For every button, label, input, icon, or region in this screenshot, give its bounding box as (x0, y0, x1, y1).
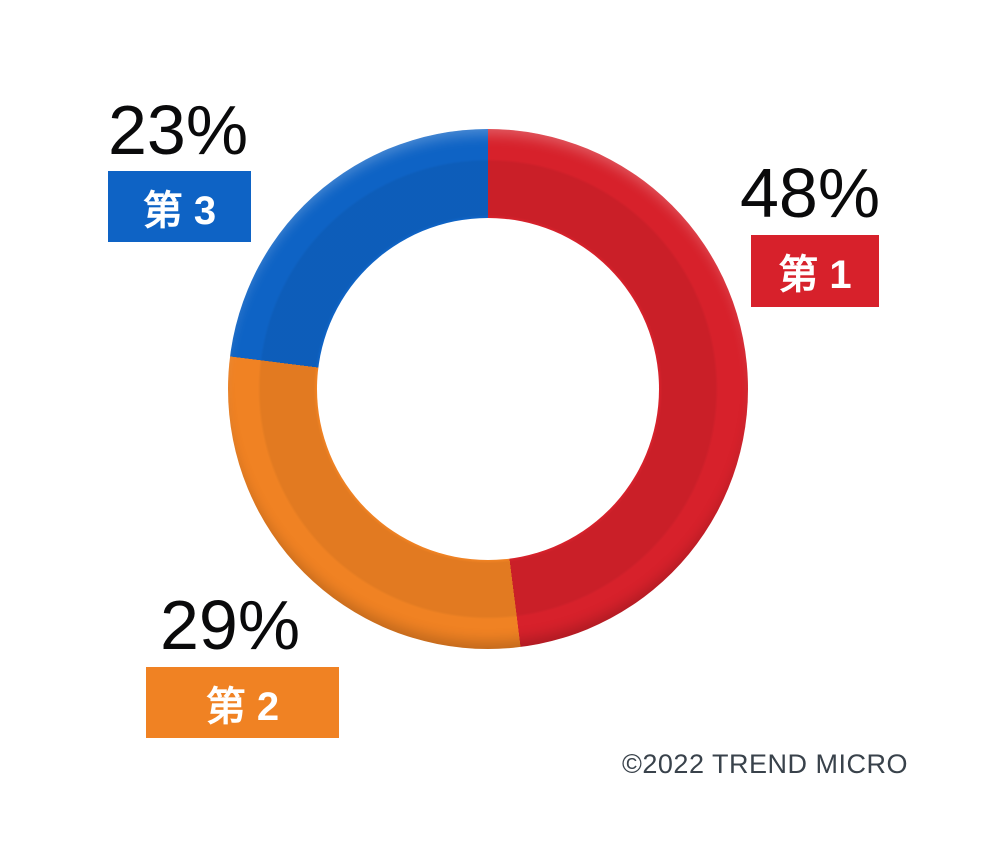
donut-chart (228, 129, 748, 649)
copyright-text: ©2022 TREND MICRO (622, 749, 908, 779)
slice-percentage-rank2: 29% (160, 586, 301, 664)
slice-rank-badge-1: 第 1 (751, 235, 879, 307)
slice-percentage-rank3: 23% (108, 91, 249, 169)
slice-rank-badge-3: 第 3 (108, 171, 251, 242)
slice-rank-badge-2: 第 2 (146, 667, 339, 738)
donut-hole (317, 218, 659, 560)
slice-percentage-rank1: 48% (740, 154, 881, 232)
